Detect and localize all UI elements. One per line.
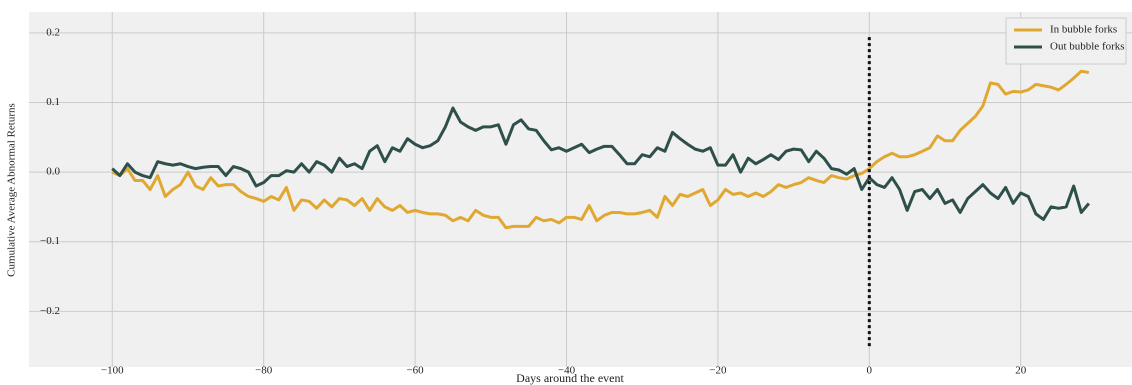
y-tick-label: −0.1 [40, 235, 60, 247]
series-line [111, 106, 1091, 221]
legend: In bubble forks Out bubble forks [1005, 17, 1127, 65]
series-line [111, 69, 1090, 230]
x-tick-label: −80 [255, 365, 273, 377]
x-tick-label: −20 [709, 365, 727, 377]
x-tick-label: −100 [101, 365, 124, 377]
plot-background [29, 12, 1132, 367]
y-tick-label: 0.0 [46, 166, 60, 178]
x-tick-label: −40 [558, 365, 576, 377]
x-tick-label: −60 [406, 365, 424, 377]
legend-label: In bubble forks [1050, 24, 1117, 36]
y-tick-label: 0.2 [46, 26, 60, 38]
x-tick-label: 0 [867, 365, 873, 377]
legend-label: Out bubble forks [1050, 41, 1125, 53]
x-tick-label: 20 [1015, 365, 1027, 377]
y-axis-label: Cumulative Average Abnormal Returns [6, 103, 18, 277]
legend-box [1005, 17, 1127, 65]
y-tick-label: 0.1 [46, 96, 60, 108]
x-axis-label: Days around the event [516, 371, 624, 385]
y-tick-label: −0.2 [40, 305, 60, 317]
